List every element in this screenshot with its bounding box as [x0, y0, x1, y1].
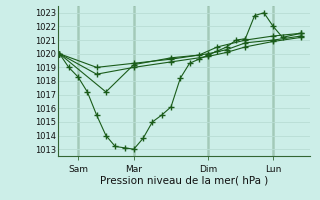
X-axis label: Pression niveau de la mer( hPa ): Pression niveau de la mer( hPa )	[100, 175, 268, 185]
